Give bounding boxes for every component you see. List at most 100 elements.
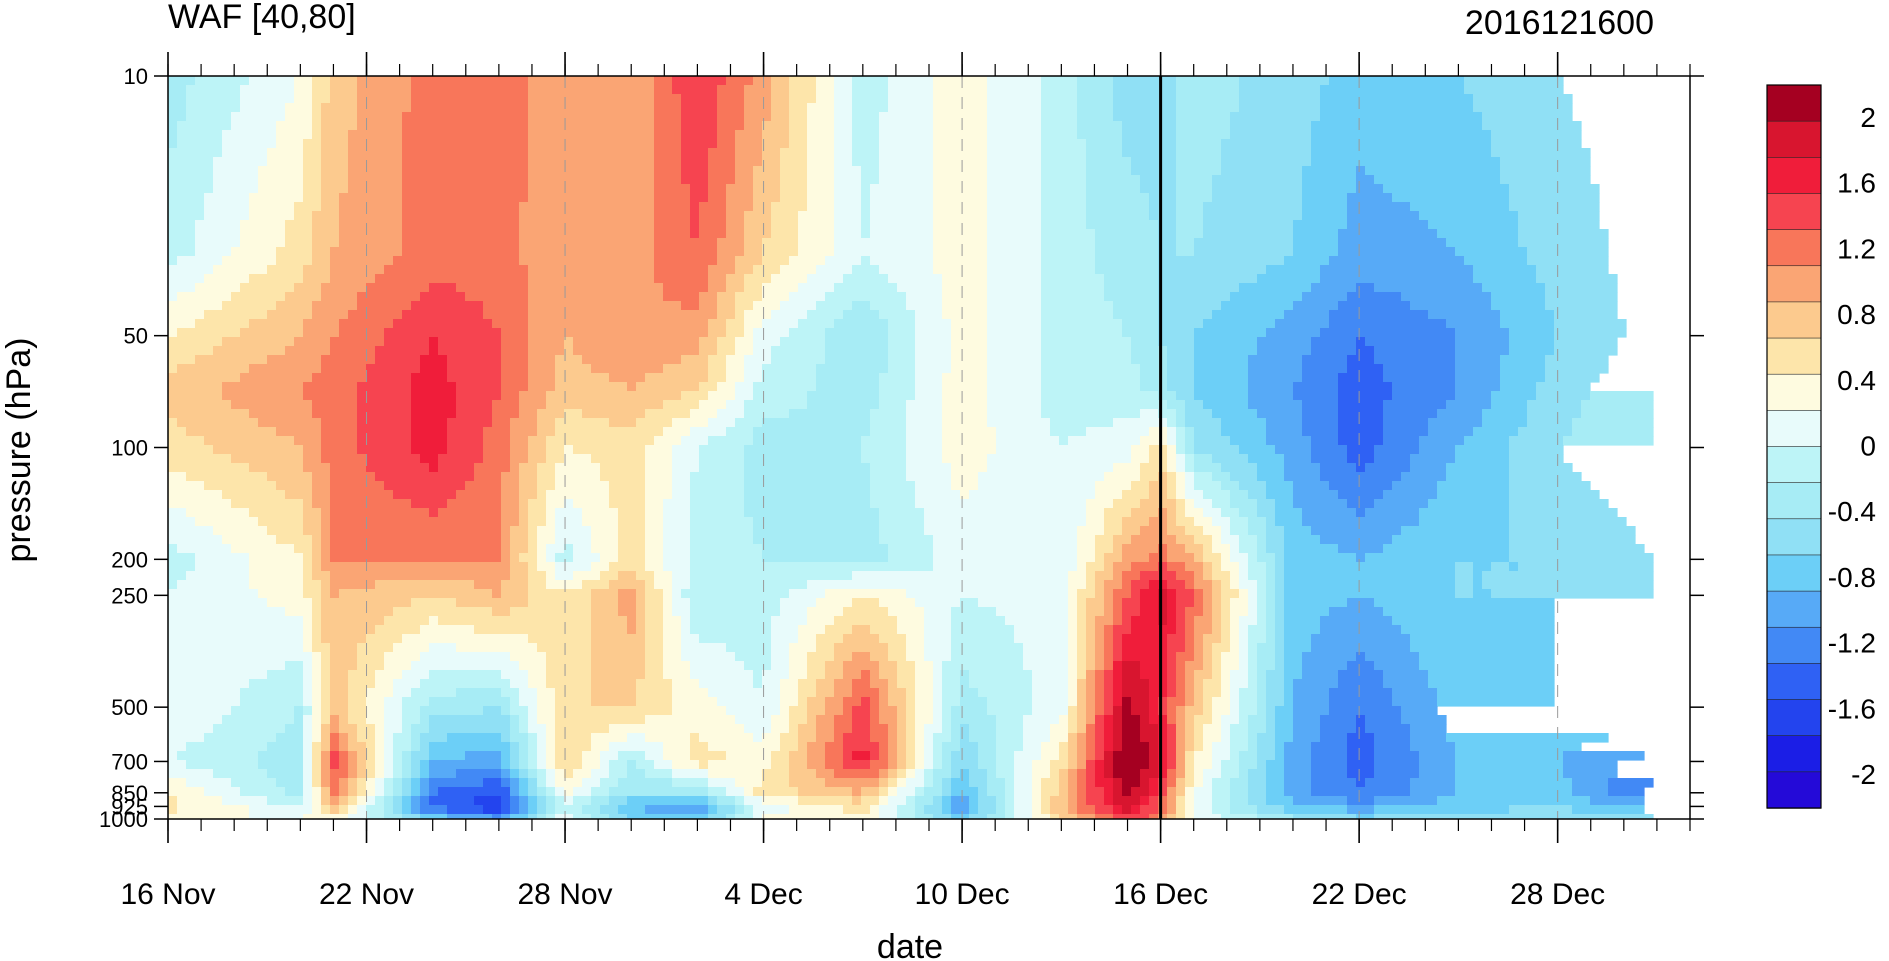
contour-cell — [1185, 751, 1195, 761]
contour-cell — [933, 553, 1078, 563]
contour-cell — [411, 427, 448, 437]
contour-cell — [1248, 643, 1258, 653]
contour-cell — [1176, 778, 1186, 788]
contour-cell — [861, 445, 907, 455]
contour-cell — [348, 157, 403, 167]
contour-cell — [852, 724, 871, 734]
contour-cell — [888, 364, 916, 374]
contour-cell — [663, 616, 682, 626]
contour-cell — [456, 688, 502, 698]
contour-cell — [312, 742, 322, 752]
contour-cell — [168, 229, 196, 239]
contour-cell — [690, 499, 745, 509]
contour-cell — [1293, 220, 1348, 230]
contour-cell — [951, 760, 979, 770]
contour-cell — [753, 184, 781, 194]
contour-cell — [879, 157, 934, 167]
contour-cell — [726, 184, 754, 194]
contour-cell — [762, 292, 790, 302]
contour-cell — [1230, 436, 1267, 446]
contour-cell — [906, 436, 943, 446]
contour-cell — [825, 328, 889, 338]
contour-cell — [1257, 337, 1312, 347]
contour-cell — [906, 634, 925, 644]
contour-cell — [402, 706, 421, 716]
contour-cell — [321, 535, 331, 545]
contour-cell — [555, 373, 610, 383]
contour-cell — [816, 265, 853, 275]
contour-cell — [330, 751, 340, 761]
contour-cell — [672, 454, 700, 464]
contour-cell — [1077, 76, 1114, 86]
contour-cell — [1554, 337, 1618, 347]
contour-cell — [1212, 535, 1222, 545]
contour-cell — [1221, 661, 1240, 671]
contour-cell — [663, 652, 682, 662]
contour-cell — [1374, 283, 1483, 293]
contour-cell — [771, 202, 808, 212]
contour-cell — [798, 742, 808, 752]
contour-cell — [519, 778, 529, 788]
contour-cell — [1068, 733, 1078, 743]
contour-cell — [834, 94, 853, 104]
contour-cell — [1284, 526, 1312, 536]
contour-cell — [537, 769, 547, 779]
contour-cell — [294, 544, 313, 554]
contour-cell — [735, 814, 754, 819]
contour-cell — [375, 679, 394, 689]
contour-cell — [1077, 535, 1096, 545]
contour-cell — [1275, 715, 1294, 725]
contour-cell — [1203, 661, 1213, 671]
contour-cell — [708, 355, 727, 365]
contour-cell — [546, 805, 556, 815]
contour-cell — [1176, 796, 1186, 806]
contour-cell — [1383, 544, 1510, 554]
contour-cell — [528, 535, 538, 545]
contour-cell — [222, 535, 277, 545]
contour-cell — [294, 283, 322, 293]
contour-cell — [1482, 283, 1546, 293]
contour-cell — [1473, 571, 1483, 581]
contour-cell — [1095, 544, 1114, 554]
contour-cell — [528, 724, 547, 734]
contour-cell — [726, 643, 772, 653]
contour-cell — [951, 634, 1015, 644]
contour-cell — [654, 85, 673, 95]
contour-cell — [546, 499, 565, 509]
contour-cell — [870, 652, 889, 662]
contour-cell — [366, 742, 376, 752]
contour-cell — [987, 769, 997, 779]
contour-cell — [1032, 670, 1069, 680]
contour-cell — [1176, 724, 1186, 734]
contour-cell — [825, 751, 844, 761]
contour-cell — [447, 364, 502, 374]
contour-cell — [1275, 508, 1303, 518]
contour-cell — [933, 670, 943, 680]
contour-cell — [420, 796, 430, 806]
contour-cell — [402, 166, 529, 176]
contour-cell — [726, 787, 745, 797]
contour-cell — [168, 427, 187, 437]
contour-cell — [321, 760, 331, 770]
contour-cell — [1455, 364, 1501, 374]
contour-cell — [1194, 616, 1213, 626]
contour-cell — [303, 553, 313, 563]
contour-cell — [735, 157, 763, 167]
contour-cell — [1311, 139, 1492, 149]
contour-cell — [1194, 733, 1204, 743]
contour-cell — [1500, 166, 1591, 176]
contour-cell — [672, 580, 691, 590]
contour-cell — [564, 796, 574, 806]
contour-cell — [1248, 553, 1258, 563]
contour-cell — [1113, 589, 1132, 599]
contour-cell — [924, 634, 952, 644]
contour-cell — [915, 499, 1087, 509]
contour-cell — [1374, 355, 1456, 365]
contour-cell — [1230, 490, 1249, 500]
contour-cell — [1446, 238, 1519, 248]
contour-cell — [1140, 724, 1159, 734]
contour-cell — [690, 229, 700, 239]
contour-cell — [1167, 355, 1195, 365]
contour-cell — [933, 157, 988, 167]
contour-cell — [1113, 733, 1123, 743]
